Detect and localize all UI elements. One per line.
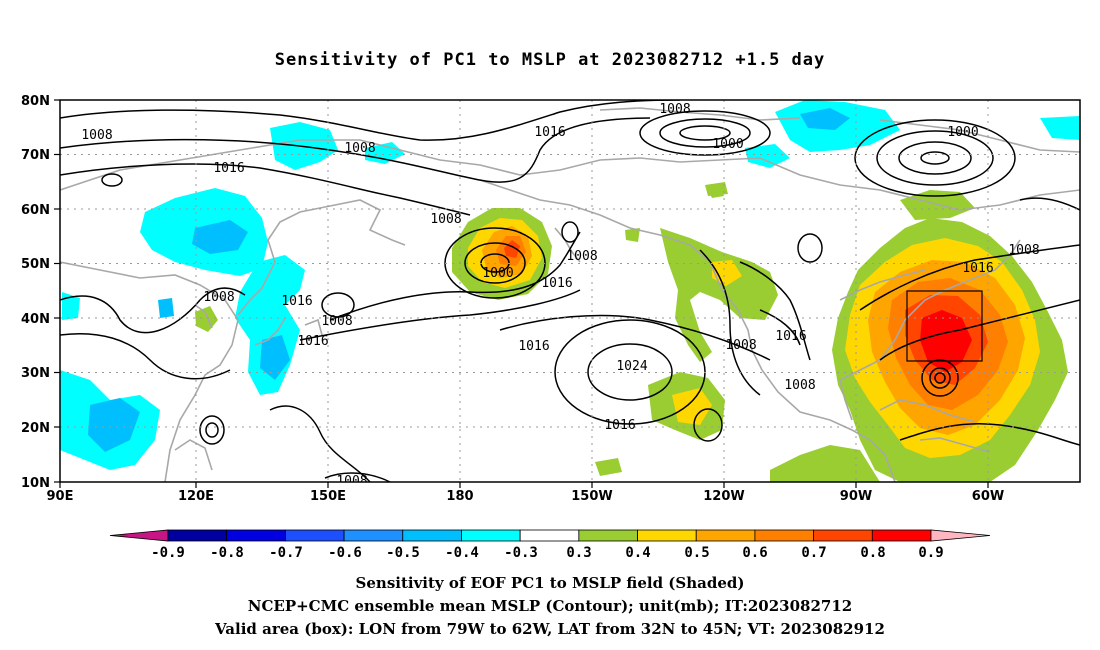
colorbar-label: 0.3: [566, 545, 591, 561]
colorbar-segment: [461, 529, 521, 542]
gridlines: [60, 100, 1080, 482]
lon-label: 150W: [571, 489, 612, 504]
colorbar-label: 0.5: [684, 545, 709, 561]
colorbar-label: 0.9: [918, 545, 943, 561]
contour-label: 1016: [213, 161, 244, 176]
map-frame: [59, 99, 1081, 483]
lon-label: 90E: [47, 489, 74, 504]
west-america-yellow-shading: [672, 260, 742, 425]
contour-label: 1016: [297, 334, 328, 349]
contour-labels: 1008 1008 1016 1008 1000 1016 1000 1008 …: [81, 102, 1039, 489]
colorbar-label: 0.7: [801, 545, 826, 561]
lat-label: 50N: [21, 257, 50, 272]
pacific-storm-shading: [452, 208, 552, 300]
colorbar-label: -0.3: [504, 545, 538, 561]
contour-label: 1016: [281, 294, 312, 309]
contour-label: 1000: [947, 125, 978, 140]
contour-label: 1008: [321, 314, 352, 329]
colorbar-segment: [578, 529, 638, 542]
contour-label: 1016: [775, 329, 806, 344]
contour-label: 1024: [616, 359, 647, 374]
contour-label: 1016: [962, 261, 993, 276]
colorbar-label: 0.4: [625, 545, 650, 561]
colorbar-segment: [167, 529, 228, 542]
contour-label: 1008: [1008, 243, 1039, 258]
colorbar-label: -0.6: [328, 545, 362, 561]
longitude-labels: 90E 120E 150E 180 150W 120W 90W 60W: [47, 489, 1005, 504]
lat-label: 10N: [21, 476, 50, 491]
latitude-labels: 80N 70N 60N 50N 40N 30N 20N 10N: [21, 94, 50, 491]
contour-label: 1008: [81, 128, 112, 143]
contour-label: 1008: [336, 474, 367, 489]
caption-line-2: NCEP+CMC ensemble mean MSLP (Contour); u…: [247, 597, 853, 615]
colorbar-segment: [871, 529, 932, 542]
deeper-negative-shading: [88, 108, 850, 452]
contour-label: 1000: [482, 266, 513, 281]
caption-line-3: Valid area (box): LON from 79W to 62W, L…: [215, 620, 885, 638]
contour-label: 1008: [566, 249, 597, 264]
contour-label: 1008: [784, 378, 815, 393]
lon-label: 120W: [703, 489, 744, 504]
colorbar-label: -0.8: [210, 545, 244, 561]
mslp-contours: [60, 100, 1080, 482]
contour-label: 1008: [203, 290, 234, 305]
contour-label: 1008: [725, 338, 756, 353]
colorbar-labels: -0.9 -0.8 -0.7 -0.6 -0.5 -0.4 -0.3 0.3 0…: [151, 545, 944, 561]
lon-label: 120E: [178, 489, 214, 504]
contour-label: 1008: [659, 102, 690, 117]
coastlines: [60, 107, 1080, 482]
valid-area-box: [906, 290, 983, 362]
scattered-positive-shading: [195, 186, 724, 332]
lon-label: 60W: [972, 489, 1004, 504]
colorbar-segment: [813, 529, 873, 542]
lat-label: 30N: [21, 366, 50, 381]
colorbar-label: -0.5: [386, 545, 420, 561]
axis-ticks: [54, 99, 989, 488]
colorbar-label: 0.6: [742, 545, 767, 561]
contour-label: 1016: [604, 418, 635, 433]
lon-label: 90W: [840, 489, 872, 504]
colorbar-arrow-right: [930, 529, 991, 542]
lon-label: 150E: [310, 489, 346, 504]
lat-label: 70N: [21, 148, 50, 163]
colorbar-segment: [402, 529, 462, 542]
lat-label: 20N: [21, 421, 50, 436]
contour-label: 1000: [712, 137, 743, 152]
map-title: Sensitivity of PC1 to MSLP at 2023082712…: [274, 50, 826, 70]
lat-label: 80N: [21, 94, 50, 109]
colorbar-label: -0.9: [151, 545, 185, 561]
colorbar-label: -0.4: [445, 545, 479, 561]
lat-label: 60N: [21, 203, 50, 218]
colorbar-segment: [754, 529, 815, 542]
colorbar-segment: [637, 529, 697, 542]
colorbar-segment: [226, 529, 286, 542]
colorbar-segment: [343, 529, 404, 542]
colorbar-label: -0.7: [269, 545, 303, 561]
east-america-shading: [770, 190, 1068, 482]
contour-label: 1008: [430, 212, 461, 227]
contour-label: 1008: [344, 141, 375, 156]
colorbar-arrow-left: [109, 529, 169, 542]
contour-label: 1016: [541, 276, 572, 291]
contour-label: 1016: [518, 339, 549, 354]
colorbar-segment: [695, 529, 756, 542]
colorbar-segment: [284, 529, 345, 542]
colorbar-segment: [519, 529, 580, 542]
colorbar-label: 0.8: [860, 545, 885, 561]
colorbar: [109, 529, 991, 542]
lat-label: 40N: [21, 312, 50, 327]
lon-label: 180: [446, 489, 473, 504]
contour-label: 1016: [534, 125, 565, 140]
caption-line-1: Sensitivity of EOF PC1 to MSLP field (Sh…: [355, 574, 745, 592]
